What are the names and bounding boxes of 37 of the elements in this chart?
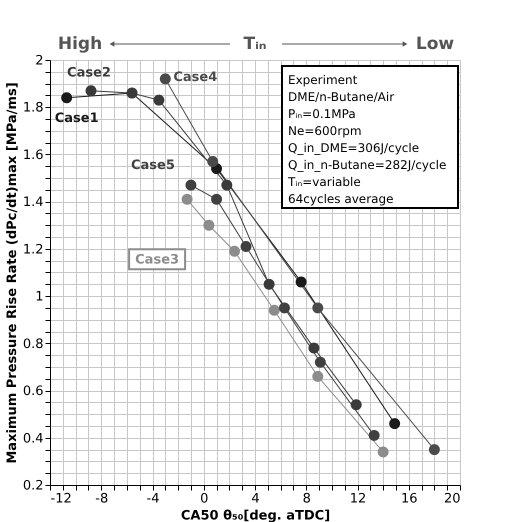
y-tick-label: 0.6 [22,384,44,400]
y-tick-label: 1.6 [22,148,44,163]
annotation: DME/n-Butane/Air [288,90,394,104]
text: Low [416,34,454,54]
y-axis-title: Maximum Pressure Rise Rate (dPc/dt)max [MPa/ms] [4,82,20,464]
x-tick-label: 8 [302,492,311,506]
annotation: Q_in_n-Butane=282J/cycle [288,158,446,172]
annotation: Q_in_DME=306J/cycle [288,141,420,155]
x-tick-label: 0 [200,492,208,506]
y-tick-label: 0.2 [22,478,44,494]
series-label: Case4 [173,70,218,85]
annotation: Tᵢₙ=variable [287,175,361,189]
x-axis-title: CA50 θ₅₀[deg. aTDC] [180,508,330,522]
y-tick-label: 0.8 [22,336,44,352]
annotation: 64cycles average [288,192,394,206]
y-tick-label: 1.2 [22,242,44,258]
x-tick-label: 12 [350,492,366,506]
series-label: Case2 [67,66,111,81]
text: Tᵢₙ [243,34,267,54]
y-tick-label: 1 [35,290,44,305]
x-tick-label: -4 [146,492,160,506]
x-tick-label: -8 [95,492,108,506]
y-tick-label: 0.4 [22,431,44,446]
x-tick-label: 4 [251,492,260,506]
y-tick-label: 1.4 [22,195,44,210]
text: High [58,34,102,54]
y-tick-label: 2 [35,54,44,68]
x-tick-label: 16 [400,492,418,506]
x-tick-label: -12 [50,492,72,506]
annotation: Ne=600rpm [288,124,362,138]
annotation: Pᵢₙ=0.1MPa [288,107,356,121]
annotation: Experiment [288,73,358,87]
text: Case3 [135,252,180,268]
series-label: Case5 [130,158,175,174]
y-tick-label: 1.8 [22,100,44,116]
series-label: Case1 [54,110,99,126]
x-tick-label: 20 [444,492,460,506]
